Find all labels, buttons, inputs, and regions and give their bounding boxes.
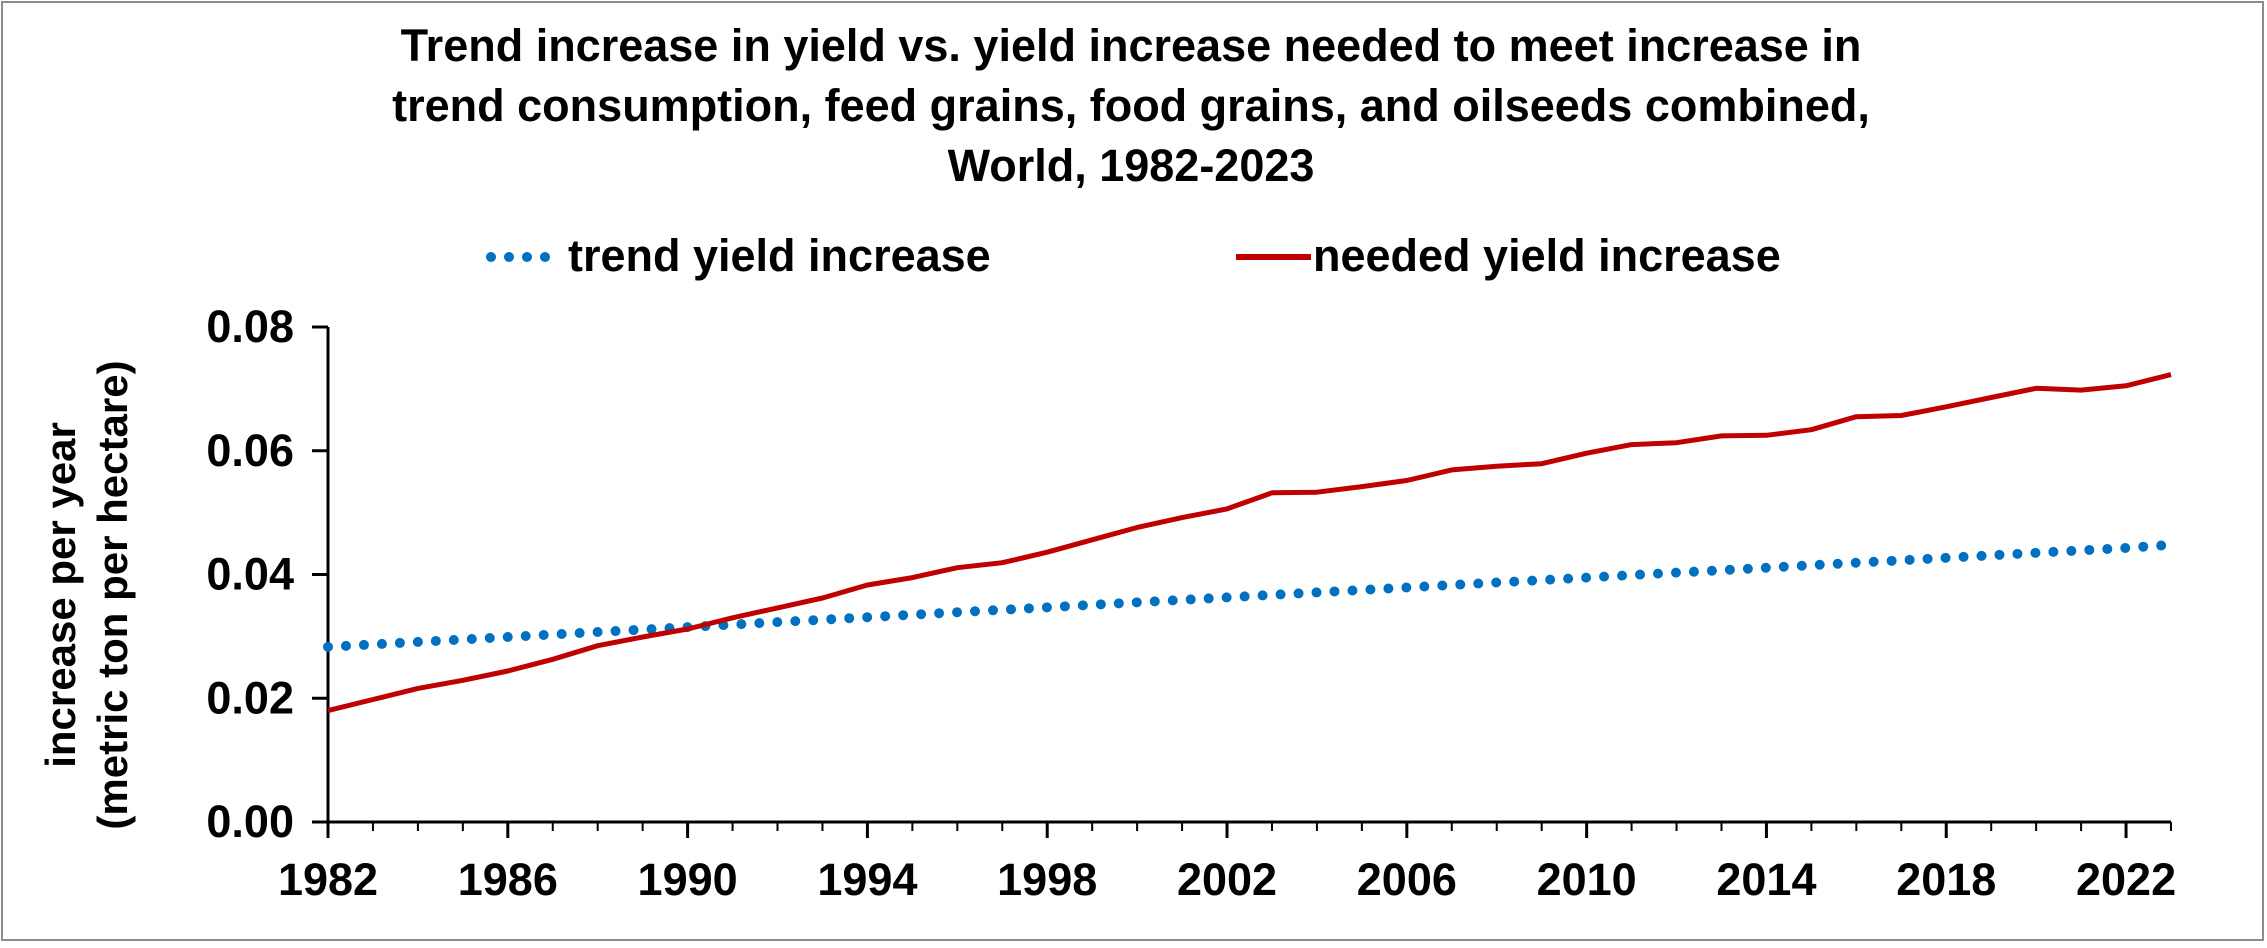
x-tick-label: 2018	[1896, 854, 1996, 905]
x-axis-ticks: 1982 1986 1990 1994 1998 2002 2006 2010 2014 2018…	[278, 822, 2176, 905]
series-line-trend-yield-increase	[323, 539, 2176, 652]
series-line-needed-yield-increase	[327, 372, 2172, 714]
chart-title: Trend increase in yield vs. yield increa…	[392, 20, 1870, 191]
y-axis-title-line-2: (metric ton per hectare)	[89, 360, 136, 829]
legend-label-needed-yield-increase: needed yield increase	[1313, 230, 1781, 281]
title-line-2: trend consumption, feed grains, food gra…	[392, 80, 1870, 131]
x-tick-label: 2002	[1177, 854, 1277, 905]
x-tick-label: 1982	[278, 854, 378, 905]
title-line-3: World, 1982-2023	[948, 140, 1315, 191]
y-tick-label: 0.04	[206, 549, 294, 600]
series-layer	[323, 372, 2176, 714]
x-tick-label: 1990	[638, 854, 738, 905]
x-tick-label: 2010	[1537, 854, 1637, 905]
x-tick-label: 2014	[1716, 854, 1816, 905]
y-axis-ticks: 0.00 0.02 0.04 0.06 0.08	[206, 301, 328, 847]
x-tick-label: 1994	[817, 854, 917, 905]
line-chart: Trend increase in yield vs. yield increa…	[37, 20, 2176, 905]
legend-label-trend-yield-increase: trend yield increase	[568, 230, 991, 281]
x-tick-label: 2022	[2076, 854, 2176, 905]
y-tick-label: 0.06	[206, 425, 294, 476]
y-tick-label: 0.02	[206, 672, 294, 723]
y-tick-label: 0.08	[206, 301, 294, 352]
y-axis-title: increase per year (metric ton per hectar…	[37, 360, 136, 829]
x-tick-label: 2006	[1357, 854, 1457, 905]
y-axis-title-line-1: increase per year	[37, 422, 84, 768]
x-tick-label: 1998	[997, 854, 1097, 905]
legend: trend yield increase needed yield increa…	[486, 230, 1781, 281]
x-tick-label: 1986	[458, 854, 558, 905]
axes	[326, 327, 2171, 824]
title-line-1: Trend increase in yield vs. yield increa…	[401, 20, 1862, 71]
y-tick-label: 0.00	[206, 796, 294, 847]
